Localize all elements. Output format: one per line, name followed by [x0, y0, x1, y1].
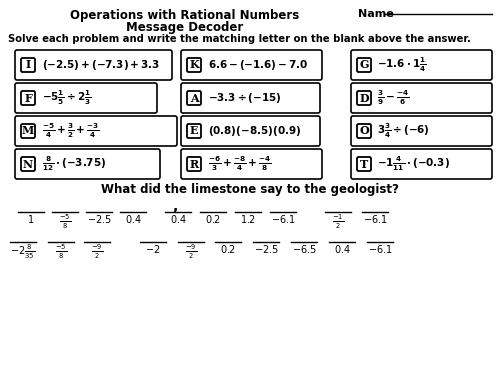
Text: $0.4$: $0.4$ [170, 213, 186, 225]
Text: $\frac{-9}{2}$: $\frac{-9}{2}$ [91, 243, 103, 261]
Text: $0.4$: $0.4$ [124, 213, 142, 225]
Text: F: F [24, 93, 32, 104]
FancyBboxPatch shape [187, 157, 201, 171]
FancyBboxPatch shape [357, 91, 371, 105]
FancyBboxPatch shape [181, 83, 320, 113]
Text: $\mathbf{3\frac{3}{4} \div (-6)}$: $\mathbf{3\frac{3}{4} \div (-6)}$ [377, 122, 430, 140]
Text: $0.2$: $0.2$ [220, 243, 236, 255]
Text: $1$: $1$ [28, 213, 34, 225]
Text: $\mathbf{(0.8)(-8.5)(0.9)}$: $\mathbf{(0.8)(-8.5)(0.9)}$ [208, 124, 302, 138]
FancyBboxPatch shape [21, 157, 35, 171]
Text: What did the limestone say to the geologist?: What did the limestone say to the geolog… [101, 183, 399, 196]
Text: I: I [26, 60, 30, 70]
Text: Message Decoder: Message Decoder [126, 21, 244, 34]
Text: $\mathbf{6.6-(-1.6)-7.0}$: $\mathbf{6.6-(-1.6)-7.0}$ [208, 58, 308, 72]
Text: $-6.1$: $-6.1$ [362, 213, 388, 225]
FancyBboxPatch shape [181, 50, 322, 80]
Text: $\mathbf{\frac{-5}{4}+\frac{3}{2}+\frac{-3}{4}}$: $\mathbf{\frac{-5}{4}+\frac{3}{2}+\frac{… [42, 122, 100, 140]
Text: $1.2$: $1.2$ [240, 213, 256, 225]
Text: $\mathbf{-1.6 \cdot 1\frac{1}{4}}$: $\mathbf{-1.6 \cdot 1\frac{1}{4}}$ [377, 56, 426, 74]
Text: M: M [22, 126, 34, 136]
Text: $-2$: $-2$ [146, 243, 160, 255]
FancyBboxPatch shape [357, 124, 371, 138]
Text: $\mathbf{(-2.5)+(-7.3)+3.3}$: $\mathbf{(-2.5)+(-7.3)+3.3}$ [42, 58, 160, 72]
Text: Name: Name [358, 9, 394, 19]
FancyBboxPatch shape [187, 91, 201, 105]
FancyBboxPatch shape [181, 116, 320, 146]
Text: $\mathbf{\frac{8}{12} \cdot (-3.75)}$: $\mathbf{\frac{8}{12} \cdot (-3.75)}$ [42, 155, 106, 173]
FancyBboxPatch shape [357, 157, 371, 171]
Text: $\mathbf{\frac{3}{9} - \frac{-4}{6}}$: $\mathbf{\frac{3}{9} - \frac{-4}{6}}$ [377, 89, 409, 107]
Text: $\mathbf{-1\frac{4}{11} \cdot (-0.3)}$: $\mathbf{-1\frac{4}{11} \cdot (-0.3)}$ [377, 155, 450, 173]
FancyBboxPatch shape [15, 50, 172, 80]
Text: G: G [359, 60, 369, 70]
Text: $\mathbf{\frac{-6}{3}+\frac{-8}{4}+\frac{-4}{8}}$: $\mathbf{\frac{-6}{3}+\frac{-8}{4}+\frac… [208, 155, 272, 173]
FancyBboxPatch shape [15, 116, 177, 146]
Text: $-6.1$: $-6.1$ [368, 243, 392, 255]
Text: $-2\frac{8}{35}$: $-2\frac{8}{35}$ [10, 243, 35, 261]
Text: $-2.5$: $-2.5$ [86, 213, 112, 225]
Text: $0.4$: $0.4$ [334, 243, 350, 255]
FancyBboxPatch shape [21, 58, 35, 72]
FancyBboxPatch shape [21, 91, 35, 105]
Text: Solve each problem and write the matching letter on the blank above the answer.: Solve each problem and write the matchin… [8, 34, 471, 44]
FancyBboxPatch shape [351, 50, 492, 80]
Text: $-6.1$: $-6.1$ [270, 213, 295, 225]
Text: T: T [360, 159, 368, 170]
Text: ,: , [172, 200, 178, 214]
FancyBboxPatch shape [15, 83, 157, 113]
Text: $\mathbf{-5\frac{1}{5} \div 2\frac{1}{3}}$: $\mathbf{-5\frac{1}{5} \div 2\frac{1}{3}… [42, 89, 92, 107]
Text: D: D [359, 93, 369, 104]
FancyBboxPatch shape [351, 116, 492, 146]
FancyBboxPatch shape [181, 149, 322, 179]
Text: O: O [359, 126, 369, 136]
Text: $\frac{-1}{2}$: $\frac{-1}{2}$ [332, 213, 344, 231]
Text: N: N [23, 159, 33, 170]
Text: $\frac{-5}{8}$: $\frac{-5}{8}$ [59, 213, 71, 231]
Text: A: A [190, 93, 198, 104]
FancyBboxPatch shape [15, 149, 160, 179]
Text: $-2.5$: $-2.5$ [254, 243, 278, 255]
Text: K: K [189, 60, 199, 70]
Text: $\mathbf{-3.3 \div (-15)}$: $\mathbf{-3.3 \div (-15)}$ [208, 91, 282, 105]
FancyBboxPatch shape [187, 124, 201, 138]
FancyBboxPatch shape [351, 83, 492, 113]
FancyBboxPatch shape [357, 58, 371, 72]
FancyBboxPatch shape [351, 149, 492, 179]
Text: R: R [190, 159, 198, 170]
Text: $-6.5$: $-6.5$ [292, 243, 316, 255]
FancyBboxPatch shape [187, 58, 201, 72]
Text: $\frac{-5}{8}$: $\frac{-5}{8}$ [55, 243, 67, 261]
Text: Operations with Rational Numbers: Operations with Rational Numbers [70, 9, 300, 22]
Text: E: E [190, 126, 198, 136]
Text: $0.2$: $0.2$ [205, 213, 221, 225]
FancyBboxPatch shape [21, 124, 35, 138]
Text: $\frac{-9}{2}$: $\frac{-9}{2}$ [185, 243, 197, 261]
